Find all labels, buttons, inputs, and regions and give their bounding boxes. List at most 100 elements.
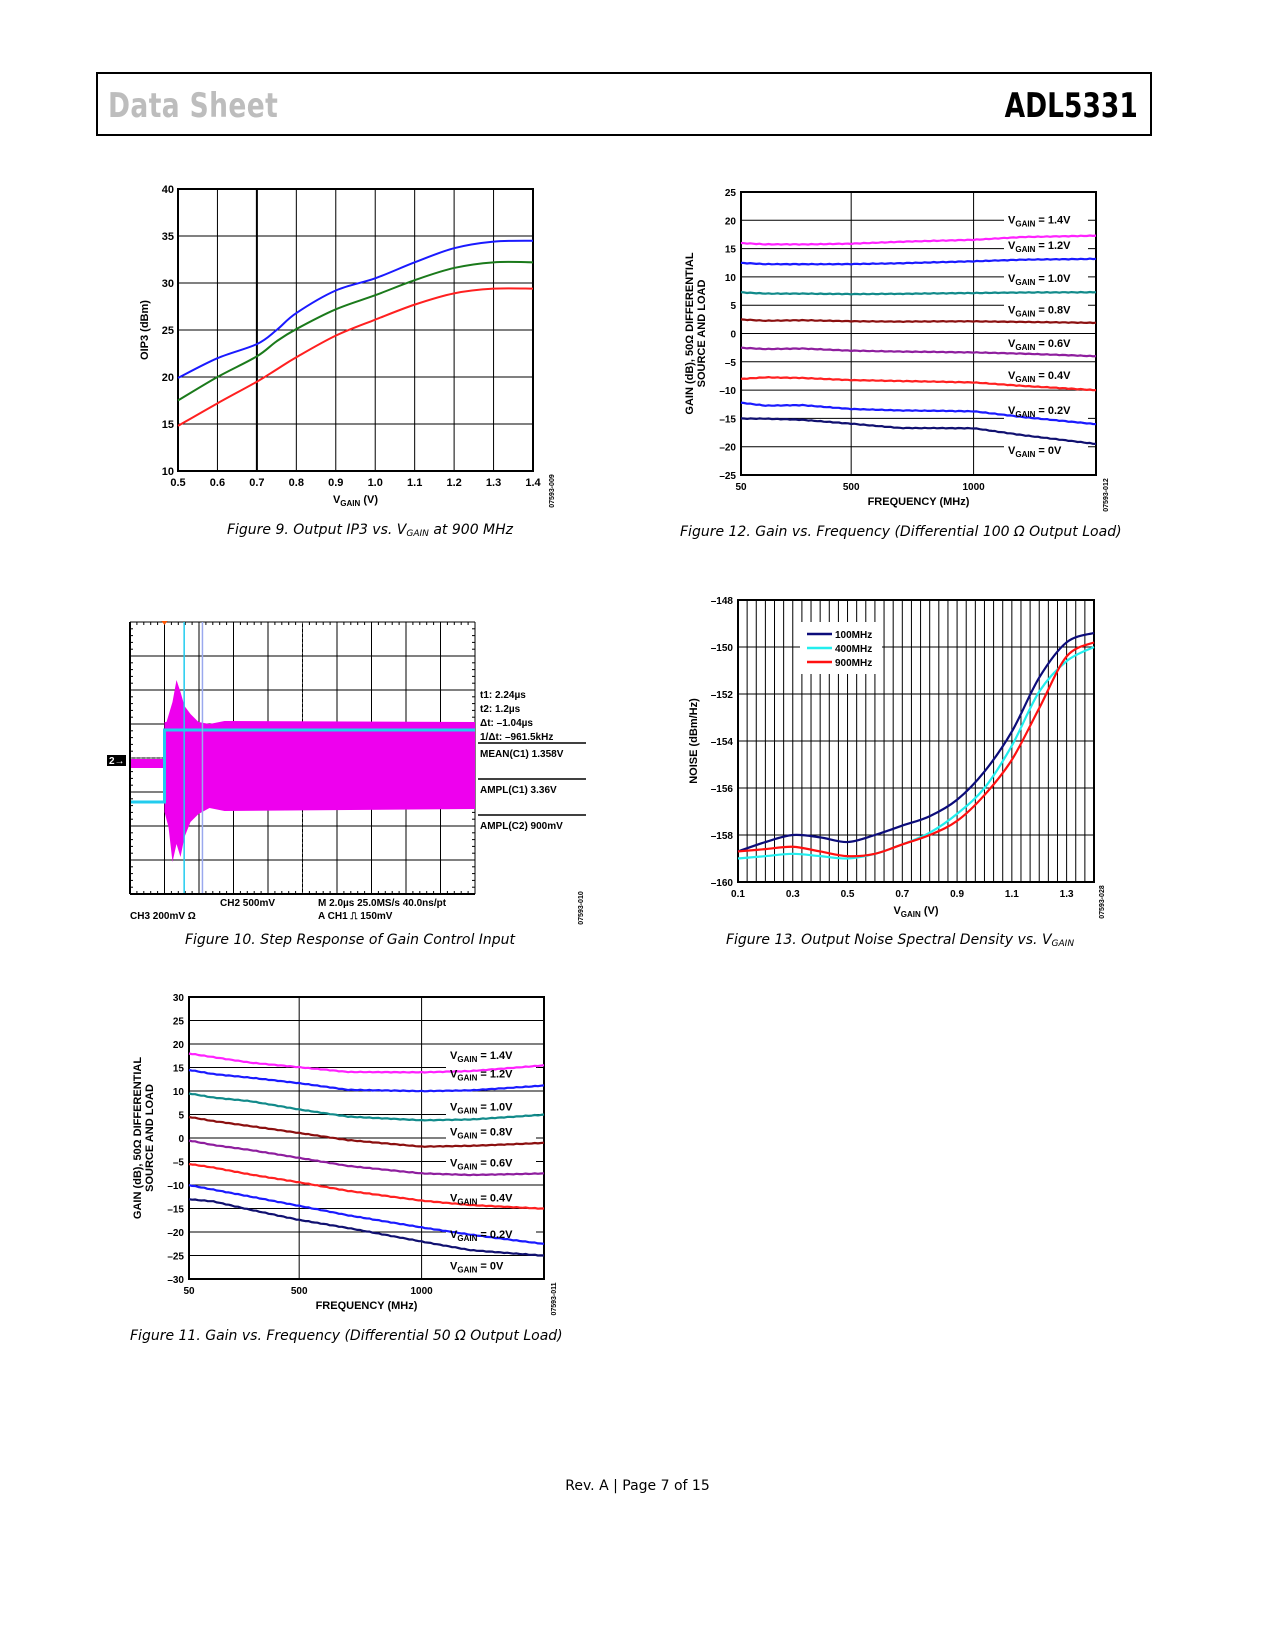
trigger-marker xyxy=(161,621,168,625)
y-tick-label: –30 xyxy=(167,1275,184,1286)
series-line-VGAIN---1-2V xyxy=(188,1068,545,1093)
figure-code: 07593-012 xyxy=(1103,478,1110,512)
series-label: VGAIN = 1.4V xyxy=(1008,215,1071,229)
plot-frame xyxy=(188,996,545,1280)
series-label-bg xyxy=(1004,368,1088,385)
y-tick-label: 30 xyxy=(162,278,174,290)
y-tick-label: –150 xyxy=(711,643,734,654)
chart-oip3-vs-vgain: 0.5 0.6 0.7 0.8 0.9 1.0 1.1 1.2 1.3 1.4 10 15 20 25 30… xyxy=(139,184,556,508)
plot-frame xyxy=(737,599,1095,883)
series-line-VGAIN---0-2V xyxy=(188,1184,545,1245)
series-label: VGAIN = 0.4V xyxy=(450,1193,513,1207)
timebase: M 2.0µs 25.0MS/s 40.0ns/pt xyxy=(318,898,447,909)
figure-code: 07593-011 xyxy=(551,1282,558,1315)
y-tick-label: 10 xyxy=(725,273,737,284)
y-tick-label: 20 xyxy=(725,216,737,227)
y-tick-label: 35 xyxy=(162,231,174,243)
series-label-bg xyxy=(446,1099,536,1116)
y-axis-label-line2: SOURCE AND LOAD xyxy=(696,280,708,388)
x-tick-label: 0.6 xyxy=(210,477,225,489)
y-tick-label: 25 xyxy=(725,188,737,199)
y-tick-label: –15 xyxy=(167,1205,184,1216)
ch2-scale: CH2 500mV xyxy=(220,898,275,909)
x-tick-label: 0.1 xyxy=(731,889,745,900)
y-tick-label: 30 xyxy=(173,993,185,1004)
series-label-bg xyxy=(1004,336,1088,353)
series-label-bg xyxy=(1004,442,1088,459)
x-axis-label: VGAIN (V) xyxy=(893,905,938,919)
figure-13-caption: Figure 13. Output Noise Spectral Density… xyxy=(680,932,1120,949)
y-axis-label-line1: GAIN (dB), 50Ω DIFFERENTIAL xyxy=(132,1057,144,1219)
x-tick-label: 1.4 xyxy=(525,477,541,489)
figure-11-caption: Figure 11. Gain vs. Frequency (Different… xyxy=(130,1328,563,1344)
series-label: VGAIN = 1.2V xyxy=(450,1068,513,1082)
series-line-100MHz xyxy=(737,631,1095,853)
figure-10-caption: Figure 10. Step Response of Gain Control… xyxy=(184,932,516,948)
series-line-blue xyxy=(177,239,534,379)
legend-label: 900MHz xyxy=(835,658,872,669)
series-line-VGAIN---0V xyxy=(740,417,1097,445)
caption-text: Figure 9. Output IP3 vs. V xyxy=(226,522,407,538)
series-line-400MHz xyxy=(737,646,1095,860)
series-line-green xyxy=(177,260,534,402)
c1-trace-envelope xyxy=(164,680,475,862)
series-label: VGAIN = 0.8V xyxy=(1008,305,1071,319)
series-label: VGAIN = 0.6V xyxy=(450,1157,513,1171)
caption-subscript: GAIN xyxy=(1051,939,1075,949)
cursor-readout: Δt: –1.04µs xyxy=(480,718,533,729)
x-tick-label: 1000 xyxy=(962,482,985,493)
y-tick-label: 15 xyxy=(173,1064,185,1075)
y-tick-label: 20 xyxy=(173,1040,185,1051)
y-tick-label: 25 xyxy=(162,325,174,337)
y-tick-label: –20 xyxy=(719,443,736,454)
x-tick-label: 1.1 xyxy=(1005,889,1019,900)
series-label: VGAIN = 0V xyxy=(1008,445,1062,459)
y-tick-label: 5 xyxy=(178,1111,184,1122)
c1-trace-pre-step xyxy=(130,759,165,768)
series-label-bg xyxy=(446,1190,536,1207)
x-axis-label: VGAIN (V) xyxy=(333,494,378,508)
x-tick-label: 0.7 xyxy=(895,889,909,900)
series-line-VGAIN---0-8V xyxy=(740,318,1097,325)
y-tick-label: –25 xyxy=(167,1252,184,1263)
trigger-setting: A CH1 ⎍ 150mV xyxy=(318,911,393,922)
x-tick-label: 1.0 xyxy=(368,477,383,489)
y-tick-label: –154 xyxy=(711,737,734,748)
series-line-900MHz xyxy=(737,641,1095,858)
y-axis-label: NOISE (dBm/Hz) xyxy=(688,698,700,784)
y-tick-label: 10 xyxy=(173,1087,185,1098)
series-label: VGAIN = 1.4V xyxy=(450,1050,513,1064)
y-tick-label: –5 xyxy=(173,1158,185,1169)
x-tick-label: 500 xyxy=(291,1286,308,1297)
measurement-readout: AMPL(C2) 900mV xyxy=(480,821,563,832)
y-tick-label: –25 xyxy=(719,471,736,482)
plot-frame xyxy=(177,188,534,472)
x-tick-label: 0.9 xyxy=(950,889,964,900)
x-tick-label: 50 xyxy=(735,482,747,493)
y-tick-label: –5 xyxy=(725,358,737,369)
series-label-bg xyxy=(446,1155,536,1172)
figure-9-caption: Figure 9. Output IP3 vs. VGAIN at 900 MH… xyxy=(130,522,610,539)
series-line-VGAIN---1-2V xyxy=(740,257,1097,266)
y-tick-label: –160 xyxy=(711,878,734,889)
series-label: VGAIN = 0.2V xyxy=(450,1229,513,1243)
series-label-bg xyxy=(446,1226,536,1243)
measurement-readout: AMPL(C1) 3.36V xyxy=(480,785,557,796)
y-tick-label: –15 xyxy=(719,414,736,425)
y-tick-label: –20 xyxy=(167,1228,184,1239)
y-tick-label: 0 xyxy=(730,330,736,341)
x-tick-label: 0.5 xyxy=(170,477,185,489)
figure-code: 07593-028 xyxy=(1099,885,1106,919)
header-doc-type: Data Sheet xyxy=(108,86,279,126)
y-tick-label: –152 xyxy=(711,690,734,701)
x-tick-label: 1000 xyxy=(410,1286,433,1297)
series-label-bg xyxy=(1004,212,1088,229)
y-tick-label: 15 xyxy=(725,245,737,256)
x-axis-label: FREQUENCY (MHz) xyxy=(868,496,970,508)
figure-code: 07593-009 xyxy=(549,474,556,508)
series-line-VGAIN---1-0V xyxy=(188,1092,545,1122)
ch3-scale: CH3 200mV Ω xyxy=(130,911,196,922)
series-label-bg xyxy=(1004,302,1088,319)
y-tick-label: –156 xyxy=(711,784,734,795)
